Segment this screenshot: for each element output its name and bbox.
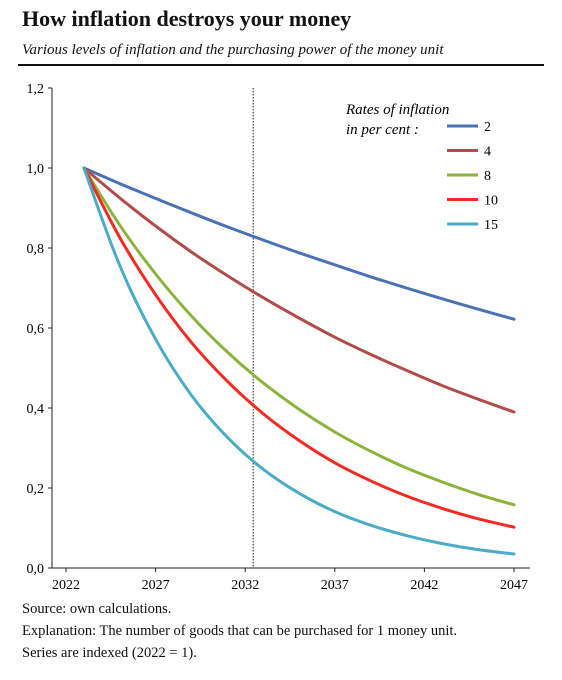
series-line-10: [82, 166, 516, 529]
y-tick-label: 0,6: [27, 322, 45, 337]
legend-label-15: 15: [484, 218, 498, 233]
series-lines: [82, 166, 516, 556]
series-line-4: [82, 166, 516, 414]
x-tick-label: 2022: [52, 578, 80, 593]
source-note: Source: own calculations.: [22, 601, 172, 617]
series-line-2: [82, 166, 516, 321]
legend-title-line-2: in per cent :: [346, 122, 419, 138]
chart-title: How inflation destroys your money: [22, 6, 352, 31]
y-tick-label: 0,8: [27, 242, 45, 257]
x-tick-label: 2032: [231, 578, 259, 593]
x-tick-label: 2042: [410, 578, 438, 593]
legend-label-10: 10: [484, 194, 498, 209]
y-tick-label: 0,2: [27, 482, 45, 497]
series-line-15: [82, 166, 516, 556]
series-line-8: [82, 166, 516, 507]
explanation-note: Explanation: The number of goods that ca…: [22, 623, 458, 639]
legend: Rates of inflation in per cent : 2 4 8 10 15: [345, 102, 498, 233]
chart-notes: Source: own calculations. Explanation: T…: [22, 598, 457, 664]
y-tick-label: 1,0: [27, 162, 45, 177]
line-chart: 0,00,20,40,60,81,01,2 2022 2027 2032 2037 20…: [27, 82, 530, 593]
chart-frame: [51, 88, 530, 569]
chart-subtitle: Various levels of inflation and the purc…: [22, 42, 444, 58]
x-tick-label: 2027: [142, 578, 170, 593]
title-rule: [18, 64, 544, 66]
legend-label-4: 4: [484, 145, 491, 160]
legend-title-line-1: Rates of inflation: [345, 102, 449, 118]
legend-label-2: 2: [484, 120, 491, 135]
x-tick-label: 2047: [500, 578, 528, 593]
y-tick-label: 0,4: [27, 402, 45, 417]
y-axis-ticks: 0,0 0,2 0,4 0,6 0,8 1,0 1,2: [27, 82, 52, 577]
y-tick-label: 0,0: [27, 562, 45, 577]
y-tick-label: 1,2: [27, 82, 45, 97]
x-tick-label: 2037: [321, 578, 349, 593]
x-axis-ticks: 2022 2027 2032 2037 2042 2047: [52, 568, 528, 593]
legend-label-8: 8: [484, 169, 491, 184]
series-index-note: Series are indexed (2022 = 1).: [22, 645, 197, 661]
